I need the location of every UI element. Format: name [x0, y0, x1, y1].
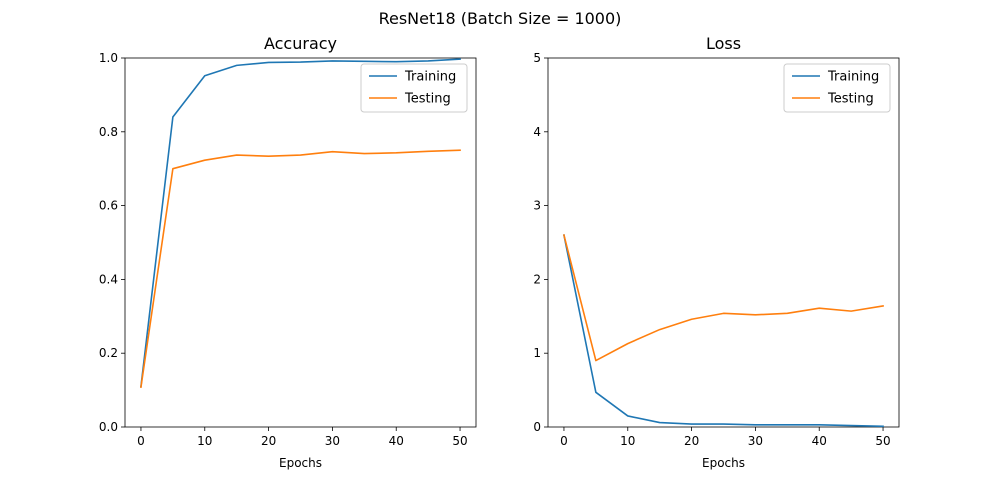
- x-tick-label: 0: [137, 434, 145, 448]
- y-tick-label: 3: [533, 199, 541, 213]
- y-tick-label: 0.0: [99, 420, 118, 434]
- legend-label-training: Training: [827, 70, 879, 85]
- chart-title: Accuracy: [264, 34, 337, 53]
- x-tick-label: 10: [197, 434, 212, 448]
- legend: Training Testing: [783, 63, 891, 113]
- loss-chart: Loss 0 10 20 30 40 50 0 1 2 3 4 5 Epochs Training Testi…: [533, 34, 900, 470]
- x-tick-label: 40: [812, 434, 827, 448]
- x-tick-label: 20: [684, 434, 699, 448]
- y-tick-label: 1.0: [99, 51, 118, 65]
- series-line-training: [140, 58, 461, 388]
- x-tick-label: 20: [261, 434, 276, 448]
- y-tick-label: 0.2: [99, 346, 118, 360]
- series-line-testing: [140, 149, 461, 389]
- legend: Training Testing: [360, 63, 468, 113]
- y-tick-label: 2: [533, 272, 541, 286]
- plot-area: [547, 57, 900, 428]
- series-line-training: [563, 234, 884, 428]
- chart-title: Loss: [706, 34, 741, 53]
- y-tick-label: 4: [533, 125, 541, 139]
- plot-area: [124, 57, 477, 428]
- x-tick-label: 0: [560, 434, 568, 448]
- y-tick-label: 5: [533, 51, 541, 65]
- x-tick-label: 50: [875, 434, 890, 448]
- x-axis-label: Epochs: [279, 456, 322, 470]
- accuracy-chart: Accuracy 0 10 20 30 40 50 0.0 0.2 0.4 0.6 0.8 1.0 Epo…: [99, 34, 477, 470]
- x-tick-label: 40: [389, 434, 404, 448]
- y-tick-label: 0.4: [99, 272, 118, 286]
- x-tick-label: 30: [748, 434, 763, 448]
- legend-label-training: Training: [404, 70, 456, 85]
- x-tick-label: 30: [325, 434, 340, 448]
- legend-label-testing: Testing: [404, 92, 451, 107]
- y-tick-label: 0.8: [99, 125, 118, 139]
- x-tick-label: 50: [452, 434, 467, 448]
- series-line-testing: [562, 234, 884, 362]
- y-tick-label: 0.6: [99, 199, 118, 213]
- figure-suptitle: ResNet18 (Batch Size = 1000): [379, 9, 622, 28]
- x-axis-label: Epochs: [702, 456, 745, 470]
- x-tick-label: 10: [620, 434, 635, 448]
- y-tick-label: 1: [533, 346, 541, 360]
- legend-label-testing: Testing: [827, 92, 874, 107]
- y-tick-label: 0: [533, 420, 541, 434]
